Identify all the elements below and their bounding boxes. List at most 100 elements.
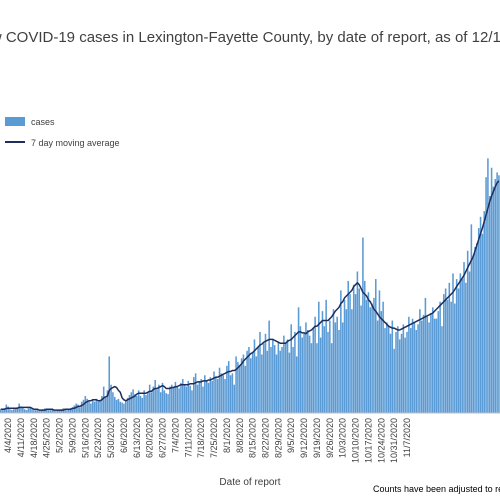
bar-cases bbox=[351, 309, 353, 413]
bar-cases bbox=[338, 329, 340, 413]
bar-cases bbox=[211, 380, 213, 413]
bar-cases bbox=[290, 324, 292, 413]
bar-cases bbox=[25, 410, 28, 413]
bar-cases bbox=[343, 299, 346, 413]
bar-cases bbox=[255, 356, 258, 413]
bar-cases bbox=[55, 411, 57, 413]
bar-cases bbox=[9, 409, 11, 413]
bar-cases bbox=[64, 409, 66, 413]
bar-cases bbox=[134, 394, 136, 413]
bar-cases bbox=[229, 375, 232, 413]
bar-cases bbox=[38, 411, 41, 413]
bar-cases bbox=[474, 246, 476, 413]
bar-cases bbox=[341, 322, 344, 413]
bar-cases bbox=[244, 365, 247, 413]
bar-cases bbox=[183, 384, 186, 413]
x-tick-label: 9/19/2020 bbox=[312, 418, 322, 458]
bar-cases bbox=[11, 410, 13, 413]
bar-cases bbox=[424, 297, 427, 413]
bar-cases bbox=[325, 299, 327, 413]
bar-cases bbox=[167, 394, 169, 413]
bar-cases bbox=[150, 392, 153, 413]
bar-cases bbox=[86, 398, 88, 413]
bar-cases bbox=[209, 377, 212, 413]
bar-cases bbox=[82, 399, 85, 413]
bar-cases bbox=[413, 322, 416, 413]
bar-cases bbox=[318, 301, 320, 413]
bar-cases bbox=[251, 352, 254, 413]
bar-cases bbox=[455, 279, 458, 413]
x-tick-label: 11/7/2020 bbox=[402, 418, 412, 457]
bar-cases bbox=[132, 389, 134, 413]
bar-cases bbox=[75, 403, 77, 413]
bar-cases bbox=[461, 279, 463, 413]
bar-cases bbox=[189, 385, 191, 413]
bar-cases bbox=[84, 396, 87, 413]
bar-cases bbox=[283, 335, 285, 413]
bar-cases bbox=[281, 346, 283, 413]
x-tick-label: 10/31/2020 bbox=[389, 418, 399, 463]
bar-cases bbox=[386, 322, 388, 413]
bar-cases bbox=[154, 379, 156, 413]
bar-cases bbox=[56, 410, 59, 413]
bar-cases bbox=[204, 375, 206, 413]
bar-cases bbox=[12, 409, 15, 413]
bar-cases bbox=[161, 382, 164, 413]
x-tick-label: 5/9/2020 bbox=[67, 418, 77, 453]
bar-cases bbox=[224, 379, 226, 413]
bar-cases bbox=[395, 331, 397, 413]
bar-cases bbox=[145, 395, 147, 413]
bar-cases bbox=[73, 405, 76, 413]
bar-cases bbox=[303, 333, 305, 413]
bar-cases bbox=[297, 307, 300, 413]
bar-cases bbox=[110, 384, 112, 413]
bar-cases bbox=[40, 410, 42, 413]
bar-cases bbox=[205, 379, 208, 413]
bar-cases bbox=[483, 211, 486, 413]
bar-cases bbox=[80, 401, 83, 413]
bar-cases bbox=[371, 303, 373, 413]
bar-cases bbox=[176, 386, 179, 413]
bar-cases bbox=[496, 172, 498, 413]
bar-cases bbox=[329, 320, 331, 413]
bar-cases bbox=[53, 410, 55, 413]
x-tick-label: 5/16/2020 bbox=[80, 418, 90, 458]
bar-cases bbox=[498, 175, 500, 413]
x-tick-label: 6/6/2020 bbox=[119, 418, 129, 453]
bar-cases bbox=[253, 339, 256, 413]
bar-cases bbox=[393, 348, 395, 413]
bar-cases bbox=[334, 322, 337, 413]
bar-cases bbox=[45, 409, 48, 413]
bar-cases bbox=[93, 401, 96, 413]
bar-cases bbox=[373, 297, 375, 413]
bar-cases bbox=[398, 339, 401, 413]
bar-cases bbox=[435, 318, 438, 413]
bar-cases bbox=[349, 294, 351, 413]
bar-cases bbox=[7, 406, 9, 413]
bar-cases bbox=[433, 318, 436, 413]
bar-cases bbox=[400, 333, 403, 413]
bar-cases bbox=[143, 390, 145, 413]
footnote: Counts have been adjusted to ren bbox=[373, 484, 500, 494]
bar-cases bbox=[104, 397, 107, 413]
bar-cases bbox=[419, 309, 421, 413]
bar-cases bbox=[246, 350, 248, 413]
bar-cases bbox=[270, 346, 272, 413]
bar-cases bbox=[99, 399, 101, 413]
bar-cases bbox=[181, 379, 184, 413]
bar-cases bbox=[284, 343, 287, 413]
bar-cases bbox=[169, 386, 171, 413]
x-tick-label: 9/5/2020 bbox=[286, 418, 296, 453]
bar-cases bbox=[242, 354, 245, 413]
x-axis-tick-labels: 4/4/2020 4/11/2020 4/18/2020 4/25/2020 5/2/2… bbox=[3, 418, 412, 463]
bar-cases bbox=[71, 407, 74, 413]
bar-cases bbox=[380, 311, 383, 413]
bar-cases bbox=[49, 410, 52, 413]
bar-cases bbox=[0, 409, 2, 413]
bar-cases bbox=[68, 409, 70, 413]
bar-cases bbox=[420, 320, 423, 413]
bar-cases bbox=[31, 409, 33, 413]
bar-cases bbox=[156, 389, 158, 413]
legend-swatch-cases bbox=[5, 117, 25, 126]
bars-series-cases bbox=[0, 158, 500, 413]
